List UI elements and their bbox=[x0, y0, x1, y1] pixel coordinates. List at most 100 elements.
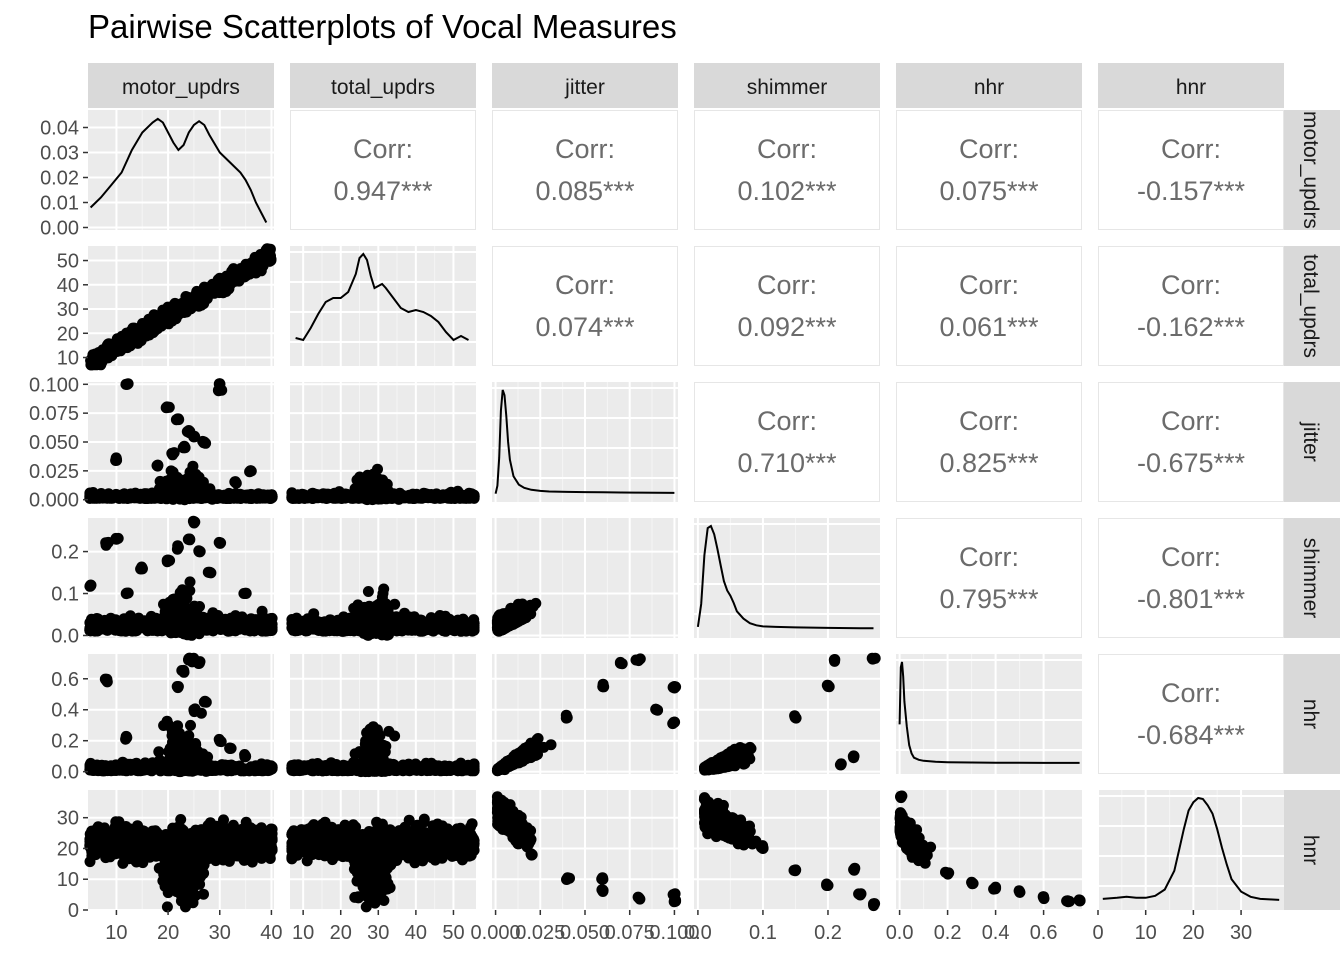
corr-panel-border bbox=[896, 382, 1082, 502]
scatter-point bbox=[501, 617, 513, 629]
scatter-point bbox=[179, 442, 191, 454]
corr-value: -0.162*** bbox=[1137, 312, 1246, 342]
scatter-point bbox=[122, 763, 133, 775]
scatter-point bbox=[129, 324, 141, 336]
column-strip-shimmer bbox=[694, 63, 880, 108]
scatter-point bbox=[286, 763, 298, 775]
scatter-point bbox=[137, 764, 149, 776]
corr-panel-border bbox=[694, 246, 880, 366]
scatter-panel-jitter-total_updrs bbox=[286, 382, 480, 506]
column-strip-hnr bbox=[1098, 63, 1284, 108]
scatter-point bbox=[144, 319, 156, 331]
corr-panel-border bbox=[896, 518, 1082, 638]
scatter-point bbox=[212, 384, 224, 396]
scatter-point bbox=[165, 465, 177, 477]
panel-background bbox=[88, 110, 274, 230]
density-panel-shimmer bbox=[694, 518, 880, 638]
corr-value: 0.102*** bbox=[737, 176, 837, 206]
corr-value: -0.675*** bbox=[1137, 448, 1246, 478]
scatter-point bbox=[189, 516, 201, 528]
corr-value: 0.825*** bbox=[939, 448, 1039, 478]
corr-label: Corr: bbox=[1161, 134, 1221, 164]
row-strip-motor_updrs bbox=[1284, 110, 1340, 230]
scatter-panel-nhr-motor_updrs bbox=[84, 652, 278, 778]
row-strip-total_updrs bbox=[1284, 246, 1340, 366]
scatter-point bbox=[189, 430, 201, 442]
corr-panel-total_updrs-hnr: Corr:-0.162*** bbox=[1098, 246, 1284, 366]
corr-value: 0.061*** bbox=[939, 312, 1039, 342]
scatter-point bbox=[459, 490, 471, 502]
corr-label: Corr: bbox=[959, 406, 1019, 436]
scatter-point bbox=[313, 760, 325, 772]
row-strip-label-total_updrs: total_updrs bbox=[1299, 254, 1322, 358]
scatter-point bbox=[85, 355, 97, 367]
row-strip-hnr bbox=[1284, 790, 1340, 910]
scatter-point bbox=[334, 625, 346, 636]
corr-panel-motor_updrs-total_updrs: Corr:0.947*** bbox=[290, 110, 476, 230]
corr-label: Corr: bbox=[757, 134, 817, 164]
corr-panel-shimmer-hnr: Corr:-0.801*** bbox=[1098, 518, 1284, 638]
scatter-point bbox=[180, 291, 192, 302]
scatter-point bbox=[175, 760, 187, 772]
scatter-point bbox=[348, 602, 360, 614]
density-panel-total_updrs bbox=[290, 246, 476, 366]
corr-label: Corr: bbox=[1161, 542, 1221, 572]
scatter-panel-total_updrs-motor_updrs bbox=[85, 243, 277, 371]
scatter-point bbox=[214, 537, 226, 549]
scatter-point bbox=[152, 460, 164, 472]
scatter-point bbox=[263, 243, 275, 255]
scatter-point bbox=[164, 555, 176, 566]
scatter-point bbox=[182, 533, 194, 545]
scatter-point bbox=[261, 253, 273, 265]
scatter-point bbox=[377, 587, 389, 599]
scatter-point bbox=[425, 619, 437, 631]
scatter-point bbox=[191, 623, 203, 635]
scatter-point bbox=[265, 493, 277, 504]
scatter-point bbox=[170, 616, 182, 628]
density-panel-motor_updrs bbox=[88, 110, 274, 230]
corr-label: Corr: bbox=[353, 134, 413, 164]
scatter-point bbox=[378, 764, 389, 775]
corr-label: Corr: bbox=[757, 270, 817, 300]
scatter-point bbox=[367, 721, 379, 733]
scatter-point bbox=[154, 475, 166, 487]
scatter-point bbox=[101, 676, 113, 688]
scatter-point bbox=[256, 491, 268, 503]
scatter-point bbox=[240, 751, 252, 763]
scatter-point bbox=[453, 764, 465, 776]
scatter-point bbox=[426, 763, 438, 775]
corr-panel-jitter-shimmer: Corr:0.710*** bbox=[694, 382, 880, 502]
row-strip-jitter bbox=[1284, 382, 1340, 502]
scatter-point bbox=[217, 281, 229, 293]
scatter-point bbox=[85, 580, 97, 592]
scatter-point bbox=[251, 258, 263, 270]
corr-panel-total_updrs-nhr: Corr: 0.061*** bbox=[896, 246, 1082, 366]
scatter-point bbox=[120, 730, 132, 742]
scatter-point bbox=[110, 455, 122, 466]
panel-background bbox=[290, 246, 476, 366]
scatter-point bbox=[202, 616, 214, 628]
scatter-point bbox=[117, 624, 129, 636]
corr-label: Corr: bbox=[959, 270, 1019, 300]
scatter-point bbox=[439, 616, 451, 628]
scatter-point bbox=[84, 492, 96, 504]
density-curve-motor_updrs bbox=[89, 117, 268, 223]
scatter-point bbox=[411, 492, 423, 504]
scatter-panel-nhr-total_updrs bbox=[286, 654, 480, 778]
scatter-point bbox=[356, 472, 368, 484]
scatter-point bbox=[415, 624, 427, 636]
corr-label: Corr: bbox=[555, 134, 615, 164]
panel-background bbox=[694, 518, 880, 638]
scatter-point bbox=[198, 437, 210, 449]
scatter-point bbox=[168, 447, 180, 459]
corr-label: Corr: bbox=[959, 134, 1019, 164]
scatter-point bbox=[159, 606, 171, 617]
scatter-point bbox=[375, 490, 387, 502]
corr-panel-shimmer-nhr: Corr:0.795*** bbox=[896, 518, 1082, 638]
scatter-point bbox=[261, 617, 273, 629]
row-strip-shimmer bbox=[1284, 518, 1340, 638]
corr-panel-border bbox=[896, 110, 1082, 230]
scatter-point bbox=[143, 623, 155, 635]
